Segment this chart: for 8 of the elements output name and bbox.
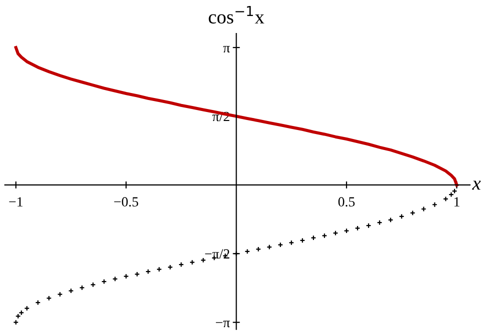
x-tick-label: 0.5 [338, 197, 355, 207]
y-axis-title: cos$^{−1}$x [208, 6, 264, 24]
x-tick-label: 1 [454, 197, 460, 206]
y-tick-label: π [223, 46, 230, 52]
x-tick-label: −1 [9, 197, 22, 206]
y-tick-label: −π [216, 320, 230, 328]
x-tick-label: −0.5 [114, 197, 138, 207]
x-axis-title: x [472, 180, 481, 190]
